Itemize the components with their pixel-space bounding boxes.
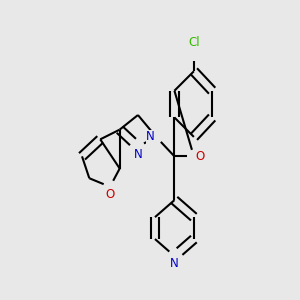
Text: O: O [105,188,115,201]
Text: O: O [195,150,204,163]
Text: Cl: Cl [188,36,200,50]
Text: N: N [170,257,179,270]
Text: N: N [146,130,155,143]
Text: N: N [134,148,142,161]
